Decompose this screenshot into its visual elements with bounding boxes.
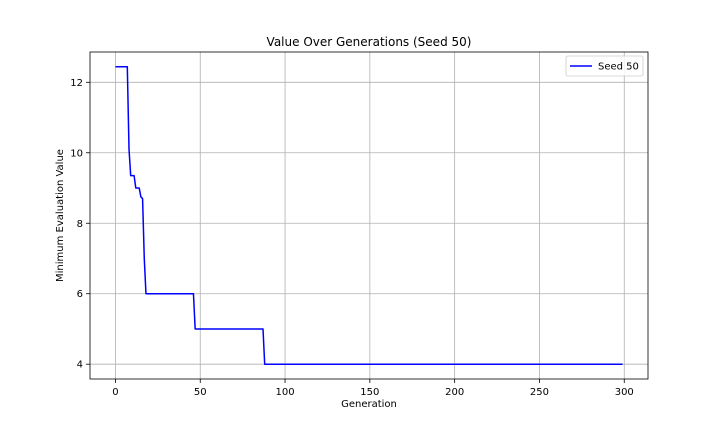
y-tick-label: 6: [77, 289, 83, 300]
legend: Seed 50: [565, 55, 644, 77]
legend-box: [565, 55, 644, 77]
x-tick-label: 300: [615, 387, 634, 398]
chart-title: Value Over Generations (Seed 50): [267, 35, 472, 49]
plot-frame: [89, 51, 649, 380]
axis-ticks: 0 50 100 150 200 250 300 4 6 8 10 12: [70, 78, 634, 398]
x-tick-label: 0: [112, 387, 118, 398]
y-tick-label: 4: [77, 360, 83, 371]
x-axis-label: Generation: [341, 399, 397, 410]
series-layer: [115, 66, 623, 365]
y-axis-label: Minimum Evaluation Value: [55, 149, 66, 282]
x-tick-label: 150: [360, 387, 379, 398]
x-tick-label: 250: [530, 387, 549, 398]
x-tick-label: 200: [445, 387, 464, 398]
grid-lines: [90, 52, 648, 379]
series-line-seed-50: [115, 66, 623, 365]
x-tick-label: 50: [194, 387, 207, 398]
y-tick-label: 12: [70, 78, 83, 89]
legend-label-seed-50: Seed 50: [598, 62, 639, 73]
y-tick-label: 8: [77, 219, 83, 230]
x-tick-label: 100: [275, 387, 294, 398]
y-tick-label: 10: [70, 148, 83, 159]
